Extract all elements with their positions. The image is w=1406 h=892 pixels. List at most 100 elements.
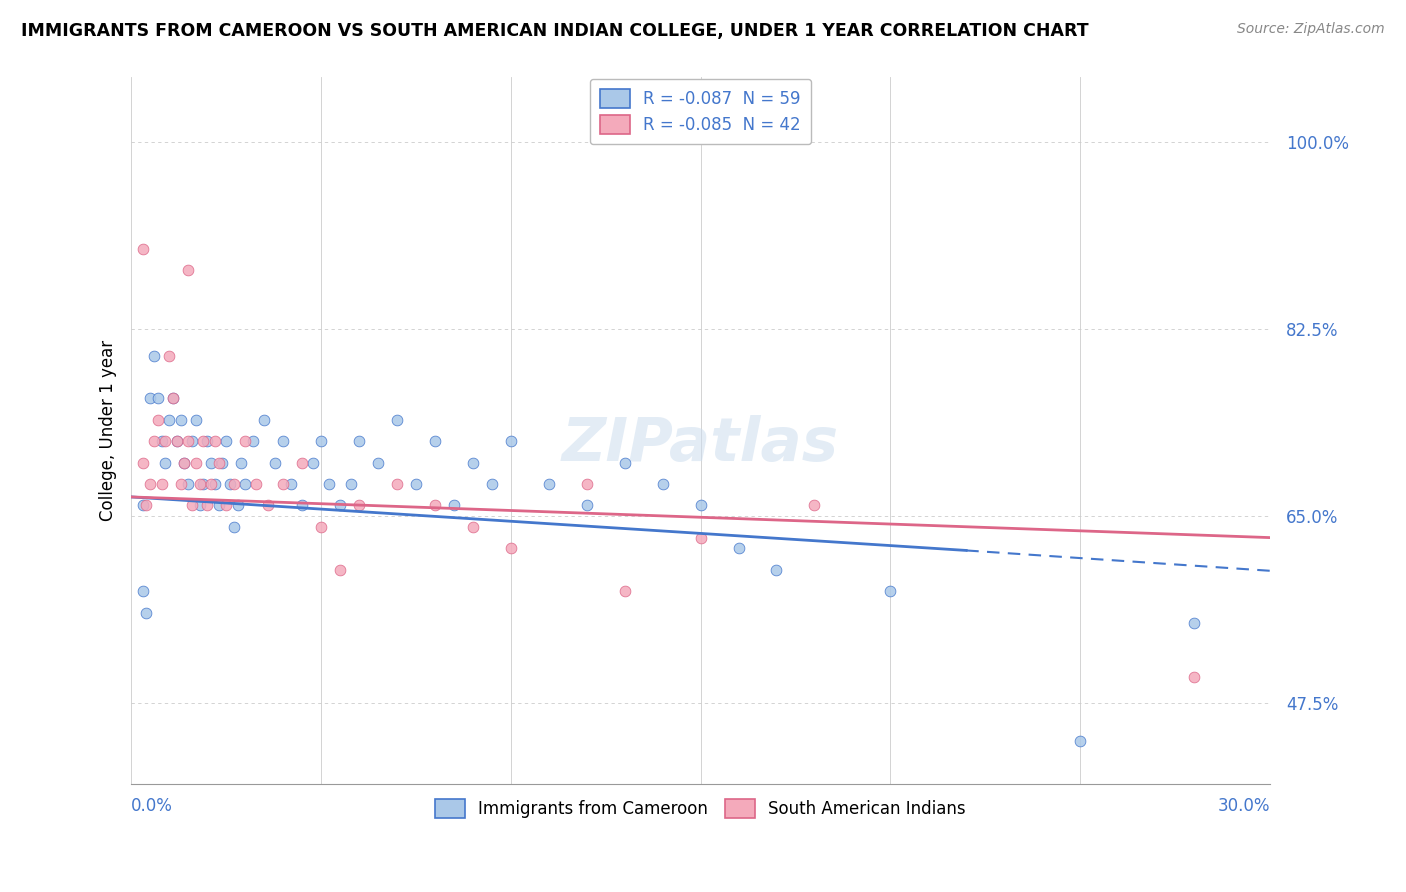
Point <box>207 499 229 513</box>
Point <box>177 263 200 277</box>
Point <box>131 584 153 599</box>
Legend: Immigrants from Cameroon, South American Indians: Immigrants from Cameroon, South American… <box>429 792 973 825</box>
Point <box>575 477 598 491</box>
Point <box>461 456 484 470</box>
Point <box>257 499 280 513</box>
Point <box>443 499 465 513</box>
Point <box>169 413 191 427</box>
Point <box>146 413 169 427</box>
Point <box>461 520 484 534</box>
Point <box>166 434 188 449</box>
Point <box>157 413 180 427</box>
Point <box>139 477 162 491</box>
Point <box>689 531 711 545</box>
Point <box>537 477 560 491</box>
Point <box>423 499 446 513</box>
Point <box>309 434 332 449</box>
Point <box>188 499 211 513</box>
Point <box>200 456 222 470</box>
Point <box>291 456 314 470</box>
Point <box>222 477 245 491</box>
Point <box>155 456 177 470</box>
Point <box>613 584 636 599</box>
Point <box>135 499 157 513</box>
Point <box>177 434 200 449</box>
Point <box>207 456 229 470</box>
Point <box>222 520 245 534</box>
Point <box>499 541 522 556</box>
Point <box>155 434 177 449</box>
Point <box>651 477 673 491</box>
Point <box>166 434 188 449</box>
Point <box>367 456 389 470</box>
Point <box>233 434 256 449</box>
Text: 0.0%: 0.0% <box>131 797 173 814</box>
Point <box>162 392 184 406</box>
Point <box>405 477 427 491</box>
Point <box>291 499 314 513</box>
Point <box>211 456 233 470</box>
Point <box>1182 670 1205 684</box>
Point <box>146 392 169 406</box>
Text: Source: ZipAtlas.com: Source: ZipAtlas.com <box>1237 22 1385 37</box>
Point <box>181 499 204 513</box>
Point <box>204 477 226 491</box>
Point <box>219 477 242 491</box>
Point <box>184 413 207 427</box>
Point <box>727 541 749 556</box>
Point <box>765 563 787 577</box>
Y-axis label: College, Under 1 year: College, Under 1 year <box>100 340 117 521</box>
Point <box>233 477 256 491</box>
Text: 30.0%: 30.0% <box>1218 797 1270 814</box>
Point <box>613 456 636 470</box>
Point <box>575 499 598 513</box>
Point <box>271 477 294 491</box>
Point <box>162 392 184 406</box>
Point <box>226 499 249 513</box>
Point <box>481 477 503 491</box>
Point <box>309 520 332 534</box>
Point <box>215 499 238 513</box>
Point <box>347 434 370 449</box>
Point <box>253 413 276 427</box>
Point <box>195 434 218 449</box>
Point <box>131 242 153 256</box>
Point <box>173 456 195 470</box>
Point <box>499 434 522 449</box>
Point <box>143 434 166 449</box>
Point <box>302 456 325 470</box>
Point <box>280 477 302 491</box>
Point <box>195 499 218 513</box>
Point <box>329 499 352 513</box>
Point <box>169 477 191 491</box>
Point <box>188 477 211 491</box>
Point <box>879 584 901 599</box>
Point <box>139 392 162 406</box>
Point <box>1069 734 1091 748</box>
Point <box>200 477 222 491</box>
Point <box>135 606 157 620</box>
Point <box>340 477 363 491</box>
Point <box>245 477 267 491</box>
Point <box>803 499 825 513</box>
Point <box>271 434 294 449</box>
Point <box>385 477 408 491</box>
Point <box>143 349 166 363</box>
Point <box>157 349 180 363</box>
Point <box>204 434 226 449</box>
Point <box>150 477 173 491</box>
Point <box>177 477 200 491</box>
Point <box>131 456 153 470</box>
Point <box>173 456 195 470</box>
Point <box>231 456 253 470</box>
Point <box>347 499 370 513</box>
Point <box>181 434 204 449</box>
Point <box>264 456 287 470</box>
Point <box>318 477 340 491</box>
Point <box>385 413 408 427</box>
Point <box>193 477 215 491</box>
Point <box>215 434 238 449</box>
Text: ZIPatlas: ZIPatlas <box>562 415 839 475</box>
Point <box>1182 616 1205 631</box>
Text: IMMIGRANTS FROM CAMEROON VS SOUTH AMERICAN INDIAN COLLEGE, UNDER 1 YEAR CORRELAT: IMMIGRANTS FROM CAMEROON VS SOUTH AMERIC… <box>21 22 1088 40</box>
